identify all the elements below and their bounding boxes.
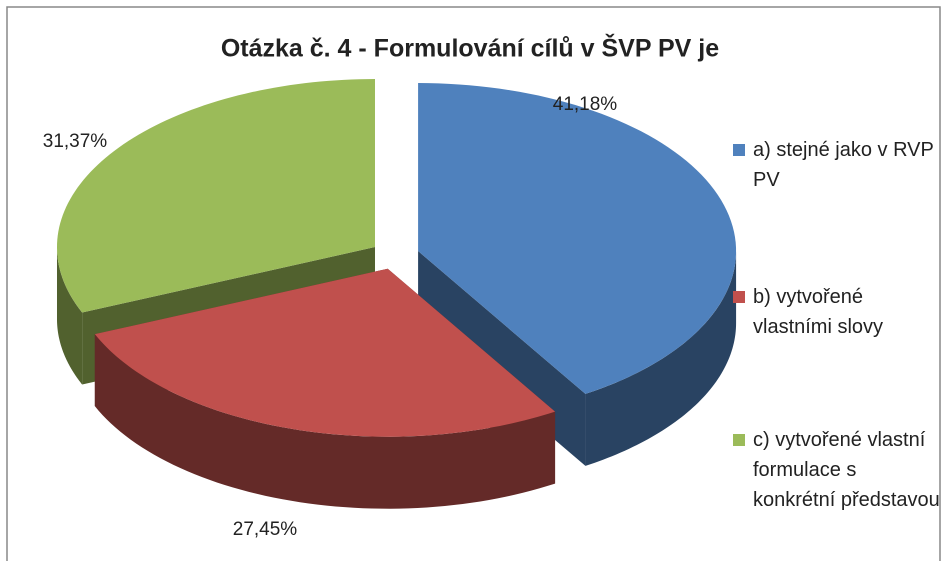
chart-title: Otázka č. 4 - Formulování cílů v ŠVP PV … (221, 33, 719, 63)
legend-label: a) stejné jako v RVP PV (753, 139, 934, 191)
data-label: 27,45% (233, 519, 298, 540)
legend-item: c) vytvořené vlastní formulace s konkrét… (733, 425, 943, 515)
legend-item: a) stejné jako v RVP PV (733, 135, 943, 195)
slice-side (56, 247, 83, 385)
legend-item: b) vytvořené vlastními slovy (733, 282, 943, 342)
slice-side (585, 251, 737, 466)
legend-swatch (733, 144, 745, 156)
data-label: 41,18% (553, 94, 618, 115)
chart-border (6, 6, 941, 561)
legend-swatch (733, 434, 745, 446)
legend-swatch (733, 291, 745, 303)
slice-side (94, 334, 556, 509)
legend-label: c) vytvořené vlastní formulace s konkrét… (753, 429, 940, 511)
slice-top (94, 268, 556, 437)
slice-top (57, 79, 375, 313)
pie-slice (94, 268, 556, 509)
slice-top (418, 83, 737, 394)
legend-label: b) vytvořené vlastními slovy (753, 286, 884, 338)
data-label: 31,37% (43, 131, 108, 152)
